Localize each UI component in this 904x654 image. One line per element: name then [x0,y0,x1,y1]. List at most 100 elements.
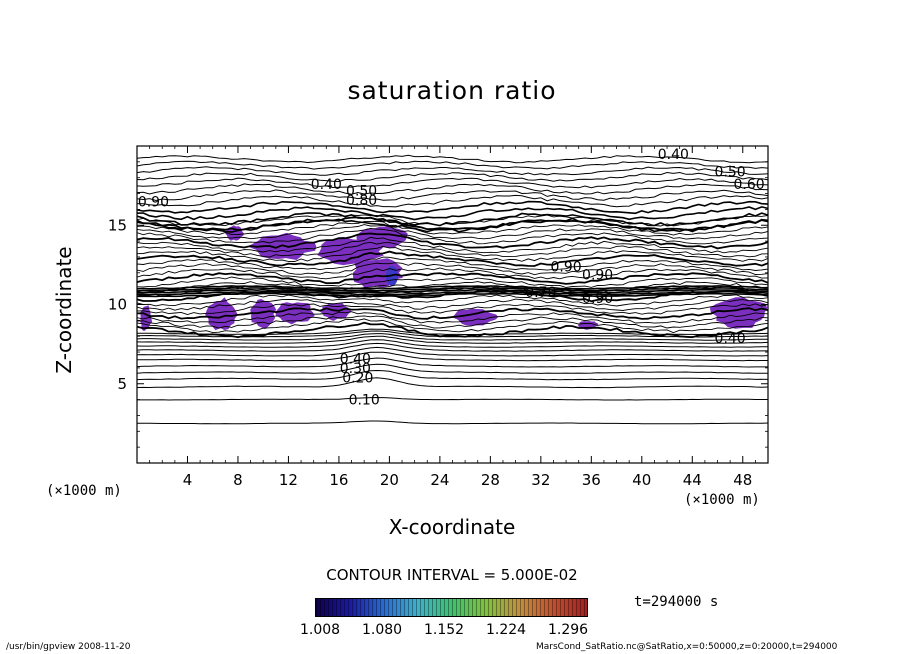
contour-upper-9 [137,166,768,176]
contour-mid-9 [137,333,768,341]
contour-lines-layer [137,154,768,425]
contour-cloud-2 [137,315,768,329]
footer-left: /usr/bin/gpview 2008-11-20 [6,642,131,652]
x-unit-right: (×1000 m) [684,492,760,508]
contour-cloud-11 [137,276,768,288]
contour-label: 0.90 [138,194,169,210]
contour-upper-5 [137,189,768,202]
x-tick-label: 48 [733,471,752,489]
colorbar [315,598,588,617]
contour-labels-layer: 0.100.200.300.400.400.400.500.600.500.80… [138,147,765,409]
x-tick-label: 20 [380,471,399,489]
x-tick-label: 40 [632,471,651,489]
contour-label: 0.90 [582,267,613,283]
colorbar-tick-label: 1.008 [300,622,341,638]
footer-right: MarsCond_SatRatio.nc@SatRatio,x=0:50000,… [536,642,838,652]
contour-upper-0 [137,217,768,233]
contour-mid-8 [137,335,768,344]
contour-cloud-21 [137,227,768,245]
contour-mid-11 [137,328,768,336]
contour-label: 0.40 [715,331,746,347]
x-axis-label: X-coordinate [388,515,516,539]
contour-band-4 [137,285,768,290]
contour-cloud-5 [137,303,768,315]
x-tick-label: 44 [683,471,702,489]
contour-cloud-4 [137,307,768,320]
colorbar-tick-label: 1.152 [424,622,465,638]
x-axis: 4 8 12 16 20 24 28 32 36 40 44 48 [149,146,756,489]
contour-upper-1 [137,212,768,227]
x-tick-label: 12 [279,471,298,489]
x-tick-label: 32 [531,471,550,489]
contour-cloud-3 [137,311,768,324]
contour-band-3 [137,286,768,292]
contour-cloud-18 [137,241,768,258]
fill-region-9 [320,303,352,321]
y-axis-label: Z-coordinate [52,246,76,374]
contour-label: 0.40 [311,177,342,193]
y-axis: 5 10 15 [108,161,768,448]
contour-cloud-15 [137,256,768,271]
contour-cloud-12 [137,272,768,285]
contour-upper-4 [137,194,768,208]
y-tick-label: 5 [117,375,127,393]
x-unit-left: (×1000 m) [46,483,122,499]
contour-mid-7 [137,339,768,348]
contour-cloud-17 [137,246,768,262]
contour-label: 0.80 [346,193,377,209]
chart-title: saturation ratio [347,76,557,105]
contour-label: 0.40 [658,147,689,163]
contour-cloud-16 [137,250,768,267]
contour-cloud-19 [137,236,768,254]
contour-label: 0.90 [582,291,613,307]
x-tick-label: 16 [329,471,348,489]
contour-label: 0.10 [349,393,380,409]
contour-upper-6 [137,183,768,195]
x-tick-label: 36 [582,471,601,489]
contour-upper-8 [137,171,768,183]
contour-mid-3 [137,357,768,368]
x-tick-label: 24 [430,471,449,489]
contour-mid-0 [137,377,768,389]
contour-label: 0.50 [346,183,377,199]
contour-cloud-6 [137,298,768,311]
contour-interval-text: CONTOUR INTERVAL = 5.000E-02 [326,566,578,584]
contour-cloud-7 [137,294,768,307]
x-tick-label: 8 [233,471,243,489]
contour-mid-5 [137,346,768,357]
y-tick-label: 15 [108,216,127,234]
contour-label: 0.70 [525,285,556,301]
contour-label: 0.30 [340,361,371,377]
contour-mid-1 [137,369,768,381]
contour-cloud-0 [137,321,768,339]
contour-label: 0.90 [550,259,581,275]
colorbar-tick-label: 1.224 [486,622,527,638]
contour-upper-3 [137,200,768,215]
contour-low-1 [137,396,768,401]
contour-mid-4 [137,351,768,362]
contour-cloud-10 [137,281,768,293]
contour-label: 0.50 [715,164,746,180]
contour-mid-2 [137,363,768,374]
contour-cloud-14 [137,262,768,276]
contour-cloud-1 [137,318,768,334]
contour-upper-7 [137,177,768,189]
contour-label: 0.40 [340,351,371,367]
fill-region-6 [205,297,238,331]
contour-label: 0.60 [733,177,764,193]
contour-cloud-20 [137,232,768,250]
x-tick-label: 4 [183,471,193,489]
y-tick-label: 10 [108,296,127,314]
x-tick-label: 28 [481,471,500,489]
colorbar-tick-label: 1.080 [362,622,403,638]
contour-band-1 [137,290,768,296]
contour-label: 0.20 [342,370,373,386]
contour-cloud-13 [137,267,768,280]
contour-band-0 [137,292,768,298]
contour-low-0 [137,420,768,425]
contour-mid-6 [137,342,768,352]
contour-band-2 [137,288,768,294]
contour-cloud-23 [137,220,768,236]
contour-upper-2 [137,206,768,221]
